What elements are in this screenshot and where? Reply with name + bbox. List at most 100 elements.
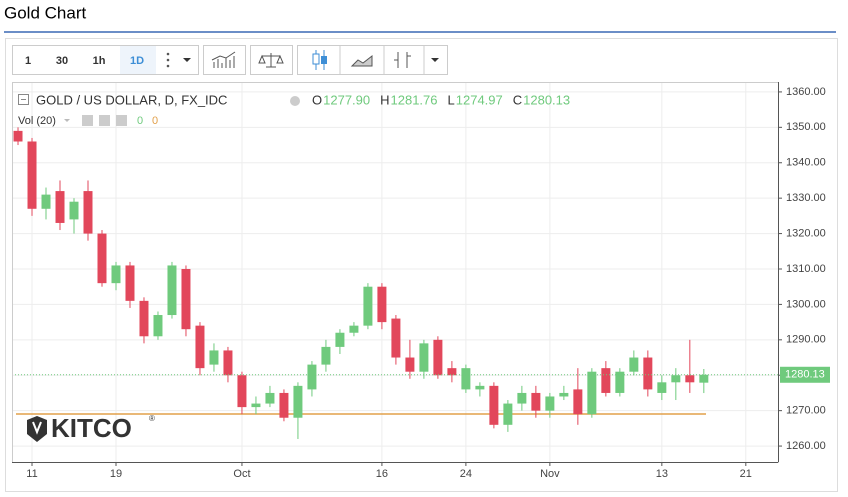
legend-value: 1280.13 (523, 92, 570, 107)
y-tick-label: 1340.00 (786, 157, 826, 169)
title-rule (4, 31, 836, 33)
candle-body (587, 371, 597, 415)
volume-icon[interactable] (99, 115, 110, 126)
candle-body (433, 339, 443, 376)
candle-body (83, 191, 93, 234)
toolbar: 1 30 1h 1D (12, 45, 448, 75)
y-tick-label: 1300.00 (786, 298, 826, 310)
candle-body (153, 315, 163, 337)
x-tick-label: Nov (540, 468, 560, 480)
symbol-title: GOLD / US DOLLAR, D, FX_IDC (36, 92, 227, 107)
legend-key: C (513, 92, 522, 107)
candle-body (321, 346, 331, 365)
dropdown-arrow[interactable] (431, 58, 439, 62)
candle-body (517, 392, 527, 404)
candle-body (279, 392, 289, 418)
candle-body (615, 371, 625, 393)
candle-body (293, 385, 303, 418)
x-tick-label: 21 (740, 468, 752, 480)
candle-body (685, 375, 695, 383)
y-tick-label: 1360.00 (786, 86, 826, 98)
x-tick-label: 24 (460, 468, 472, 480)
candle-body (223, 350, 233, 376)
last-price-tag (780, 366, 830, 383)
candle-body (643, 357, 653, 390)
x-tick-label: 11 (26, 468, 37, 480)
candle-body (27, 141, 37, 209)
dropdown-arrow[interactable] (183, 58, 191, 62)
interval-button[interactable]: 1h (93, 55, 106, 67)
candle-body (699, 374, 709, 383)
candle-body (307, 364, 317, 390)
candle-body (13, 130, 23, 142)
indicators-icon (211, 51, 236, 68)
candle-body (111, 265, 121, 284)
separator (339, 46, 425, 74)
volume-label: Vol (20) (18, 115, 56, 127)
candle-body (265, 392, 275, 404)
candle-body (69, 201, 79, 220)
interval-button[interactable]: 1 (25, 55, 31, 67)
candle-body (657, 382, 667, 393)
candle-body (629, 357, 639, 372)
candle-icon (312, 53, 320, 65)
candle-body (181, 268, 191, 330)
legend: GOLD / US DOLLAR, D, FX_IDC Vol (20) 0 0… (18, 92, 570, 127)
y-tick-label: 1290.00 (786, 334, 826, 346)
more-dots[interactable] (166, 58, 170, 62)
candle-body (377, 286, 387, 323)
y-tick-label: 1310.00 (786, 263, 826, 275)
last-price-label: 1280.13 (785, 369, 825, 381)
legend-value: 1274.97 (456, 92, 503, 107)
visibility-icon[interactable] (290, 96, 300, 106)
more-dots[interactable] (166, 64, 170, 68)
candle-body (349, 325, 359, 333)
dropdown-arrow[interactable] (64, 119, 70, 122)
candle-body (125, 265, 135, 301)
volume-icon[interactable] (82, 115, 93, 126)
y-tick-label: 1320.00 (786, 227, 826, 239)
y-tick-label: 1270.00 (786, 405, 826, 417)
area-icon[interactable] (350, 54, 373, 67)
plot: 1260.001270.001280.001290.001300.001310.… (12, 82, 830, 480)
legend-key: O (312, 92, 322, 107)
logo-shape (27, 416, 47, 442)
interval-button[interactable]: 30 (56, 55, 68, 67)
candle-body (195, 325, 205, 369)
interval-button[interactable]: 1D (130, 55, 144, 67)
bars-icon[interactable] (394, 52, 411, 68)
logo-text: KITCO (51, 413, 132, 443)
candle-body (97, 233, 107, 284)
candle-body (447, 368, 457, 376)
compare-icon (258, 53, 284, 68)
logo-mark: ® (149, 414, 155, 423)
candle-body (391, 318, 401, 358)
volume-value: 0 (152, 115, 158, 127)
legend-key: L (448, 92, 455, 107)
candle-body (559, 392, 569, 397)
legend-key: H (380, 92, 389, 107)
more-dots[interactable] (166, 52, 170, 56)
indicators-button[interactable] (203, 45, 246, 75)
candle-body (405, 357, 415, 372)
candle-body (601, 368, 611, 393)
candle-body (671, 375, 681, 383)
candle-body (503, 403, 513, 425)
y-tick-label: 1350.00 (786, 121, 826, 133)
logo-shape (32, 421, 42, 435)
candle-body (251, 403, 261, 408)
x-tick-label: 16 (376, 468, 388, 480)
candle-body (475, 385, 485, 390)
page-title: Gold Chart (4, 3, 86, 22)
x-tick-label: 19 (110, 468, 122, 480)
candle-body (573, 389, 583, 415)
candle-body (461, 368, 471, 390)
x-tick-label: Oct (233, 468, 250, 480)
candle-body (531, 392, 541, 411)
interval-group (12, 45, 199, 75)
candle-body (209, 350, 219, 365)
x-tick-label: 13 (656, 468, 668, 480)
volume-icon[interactable] (116, 115, 127, 126)
candle-body (55, 191, 65, 223)
